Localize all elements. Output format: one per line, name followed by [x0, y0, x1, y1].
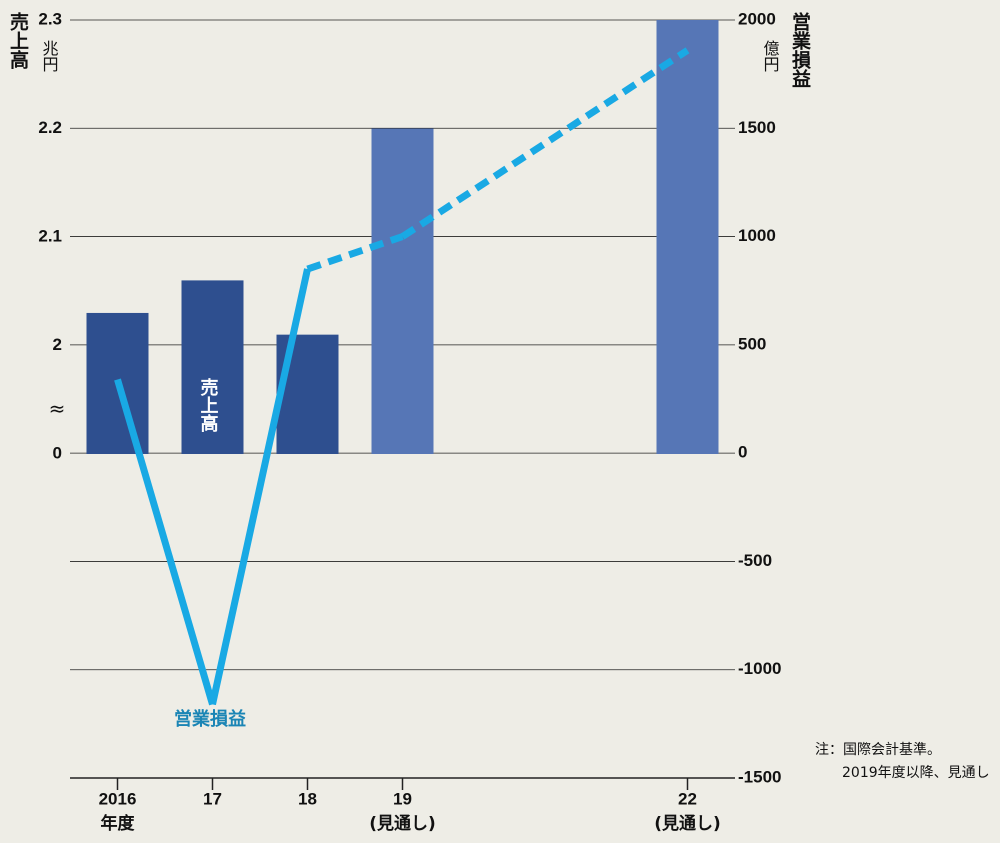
right-axis-unit: 億円 — [761, 40, 780, 73]
line-segment — [400, 47, 690, 240]
x-tick-note: (見通し) — [369, 814, 436, 834]
x-tick-label: 22 — [678, 789, 697, 808]
x-tick-note: 年度 — [101, 813, 136, 834]
y-tick-label: 2.1 — [38, 226, 62, 245]
bar — [371, 128, 434, 454]
x-tick-note: (見通し) — [654, 814, 721, 834]
y2-tick-label: -1500 — [738, 767, 781, 786]
y2-tick-label: 500 — [738, 334, 766, 353]
x-tick-label: 19 — [393, 789, 412, 808]
y2-tick-label: 1000 — [738, 226, 776, 245]
line-annotation: 営業損益 — [174, 708, 246, 730]
x-tick-label: 18 — [298, 789, 317, 808]
y2-tick-label: 2000 — [738, 9, 776, 28]
bar — [181, 280, 244, 454]
y2-tick-label: 1500 — [738, 118, 776, 137]
note: 注：国際会計基準。 — [815, 741, 941, 758]
axis-break-label: 0 — [53, 443, 62, 462]
y-tick-label: 2.3 — [38, 9, 62, 28]
right-axis-label: 営業損益 — [789, 11, 812, 88]
x-tick-label: 17 — [203, 789, 222, 808]
y-tick-label: 2.2 — [38, 118, 62, 137]
y2-tick-label: -1000 — [738, 659, 781, 678]
note: 2019年度以降、見通し — [842, 765, 990, 781]
y-tick-label: 2 — [53, 335, 62, 354]
bar-annotation: 売上高 — [198, 377, 219, 433]
y2-tick-label: -500 — [738, 551, 772, 570]
line-segment — [306, 233, 404, 273]
line-segment — [209, 268, 311, 706]
x-tick-label: 2016 — [99, 789, 137, 808]
axis-break-symbol: ≈ — [49, 397, 66, 421]
line-segment — [114, 378, 216, 706]
left-axis-label: 売上高 — [7, 11, 29, 69]
y2-tick-label: 0 — [738, 443, 747, 462]
left-axis-unit: 兆円 — [40, 40, 59, 73]
bar — [656, 20, 719, 454]
